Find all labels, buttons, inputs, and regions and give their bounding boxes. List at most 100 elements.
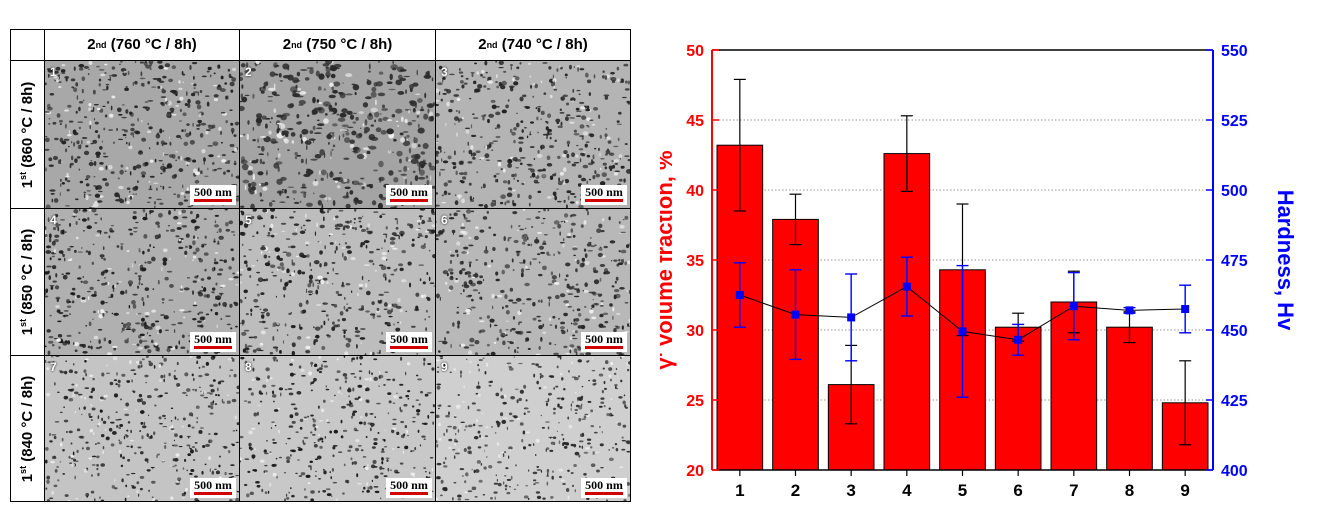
hardness-point bbox=[1014, 335, 1023, 344]
micrograph-cell-7: 7 500 nm bbox=[45, 356, 240, 502]
micrograph-number: 1 bbox=[50, 65, 57, 79]
row-header-3-text: (840 °C / 8h) bbox=[19, 375, 36, 466]
micrograph-number: 8 bbox=[245, 360, 252, 374]
scale-bar-label: 500 nm bbox=[194, 478, 232, 492]
col-header-1-num: 2 bbox=[87, 36, 96, 53]
micrograph-cell-8: 8 500 nm bbox=[240, 356, 436, 502]
x-axis-tick-label: 8 bbox=[1125, 481, 1134, 500]
hardness-point bbox=[847, 313, 856, 322]
micrograph-cell-6: 6 500 nm bbox=[436, 209, 631, 356]
scale-bar: 500 nm bbox=[386, 185, 432, 205]
scale-bar: 500 nm bbox=[581, 185, 627, 205]
left-axis-tick-label: 20 bbox=[686, 463, 704, 480]
micrograph-image bbox=[240, 209, 435, 355]
col-header-3-num: 2 bbox=[478, 36, 487, 53]
x-axis-tick-label: 5 bbox=[958, 481, 967, 500]
scale-bar-label: 500 nm bbox=[390, 185, 428, 199]
scale-bar-label: 500 nm bbox=[585, 185, 623, 199]
row-header-2-num: 1 bbox=[19, 326, 36, 336]
micrograph-cell-5: 5 500 nm bbox=[240, 209, 436, 356]
scale-bar-label: 500 nm bbox=[194, 185, 232, 199]
row-header-1: 1st (860 °C / 8h) bbox=[10, 61, 45, 209]
scale-bar: 500 nm bbox=[190, 478, 236, 498]
micrograph-number: 4 bbox=[50, 213, 57, 227]
micrograph-number: 2 bbox=[245, 65, 252, 79]
micrograph-number: 3 bbox=[441, 65, 448, 79]
scale-bar-label: 500 nm bbox=[390, 332, 428, 346]
hardness-point bbox=[958, 327, 967, 336]
micrograph-cell-4: 4 500 nm bbox=[45, 209, 240, 356]
micrograph-number: 5 bbox=[245, 213, 252, 227]
col-header-1-text: (760 °C / 8h) bbox=[106, 36, 197, 53]
x-axis-tick-label: 6 bbox=[1013, 481, 1022, 500]
micrograph-image bbox=[45, 61, 239, 208]
left-axis-tick-label: 30 bbox=[686, 323, 704, 340]
left-axis-title: γ' volume fraction, % bbox=[660, 150, 677, 369]
micrograph-image bbox=[436, 356, 630, 501]
hardness-point bbox=[902, 282, 911, 291]
scale-bar: 500 nm bbox=[386, 478, 432, 498]
table-corner bbox=[10, 29, 45, 61]
row-header-2-text: (850 °C / 8h) bbox=[19, 228, 36, 319]
scale-bar: 500 nm bbox=[581, 332, 627, 352]
row-header-1-num: 1 bbox=[19, 179, 36, 188]
row-header-3-sup: st bbox=[18, 465, 28, 474]
scale-bar-line bbox=[390, 346, 428, 349]
hardness-point bbox=[1069, 302, 1078, 311]
micrograph-image bbox=[45, 209, 239, 355]
right-axis-tick-label: 525 bbox=[1221, 113, 1248, 130]
scale-bar-label: 500 nm bbox=[585, 332, 623, 346]
right-axis-title: Hardness, Hv bbox=[1273, 190, 1298, 331]
scale-bar: 500 nm bbox=[190, 332, 236, 352]
scale-bar: 500 nm bbox=[190, 185, 236, 205]
col-header-2-num: 2 bbox=[282, 36, 292, 53]
left-axis-tick-label: 35 bbox=[686, 253, 704, 270]
micrograph-cell-9: 9 500 nm bbox=[436, 356, 631, 502]
micrograph-image bbox=[45, 356, 239, 501]
micrograph-cell-1: 1 500 nm bbox=[45, 61, 240, 209]
right-axis-tick-label: 550 bbox=[1221, 43, 1248, 60]
x-axis-tick-label: 2 bbox=[791, 481, 800, 500]
left-axis-tick-label: 40 bbox=[686, 183, 704, 200]
micrograph-number: 6 bbox=[441, 213, 448, 227]
right-axis-tick-label: 400 bbox=[1221, 463, 1248, 480]
scale-bar-line bbox=[585, 492, 623, 495]
micrograph-image bbox=[240, 356, 435, 501]
col-header-3-text: (740 °C / 8h) bbox=[497, 36, 588, 53]
right-axis-tick-label: 475 bbox=[1221, 253, 1248, 270]
scale-bar: 500 nm bbox=[581, 478, 627, 498]
scale-bar-line bbox=[194, 492, 232, 495]
row-header-1-sup: st bbox=[18, 171, 28, 180]
left-axis-tick-label: 25 bbox=[686, 393, 704, 410]
right-axis-tick-label: 450 bbox=[1221, 323, 1248, 340]
scale-bar-label: 500 nm bbox=[585, 478, 623, 492]
left-axis-tick-label: 50 bbox=[686, 43, 704, 60]
scale-bar-line bbox=[390, 492, 428, 495]
left-axis-tick-label: 45 bbox=[686, 113, 704, 130]
scale-bar-line bbox=[194, 199, 232, 202]
right-axis-tick-label: 500 bbox=[1221, 183, 1248, 200]
hardness-point bbox=[1181, 305, 1190, 313]
hardness-point bbox=[1125, 306, 1134, 315]
col-header-3-sup: nd bbox=[486, 39, 498, 50]
x-axis-tick-label: 3 bbox=[846, 481, 855, 500]
right-axis-tick-label: 425 bbox=[1221, 393, 1248, 410]
x-axis-tick-label: 1 bbox=[735, 481, 744, 500]
volume-fraction-bar bbox=[1106, 326, 1153, 471]
hardness-point bbox=[791, 310, 800, 319]
hardness-point bbox=[735, 291, 744, 299]
row-header-2: 1st (850 °C / 8h) bbox=[10, 209, 45, 356]
scale-bar-line bbox=[585, 346, 623, 349]
micrograph-number: 7 bbox=[50, 360, 57, 374]
row-header-2-sup: st bbox=[18, 318, 28, 327]
micrograph-cell-2: 2 500 nm bbox=[240, 61, 436, 209]
micrograph-image bbox=[436, 209, 630, 355]
scale-bar-label: 500 nm bbox=[390, 478, 428, 492]
x-axis-tick-label: 7 bbox=[1069, 481, 1078, 500]
hardness-series bbox=[733, 256, 1192, 398]
